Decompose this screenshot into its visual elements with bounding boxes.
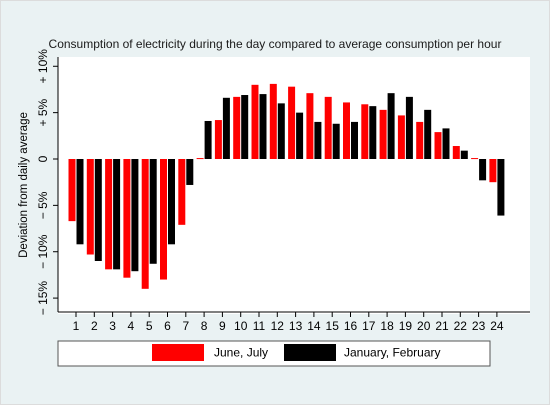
y-axis-label: Deviation from daily average bbox=[18, 112, 30, 258]
bar-january-february-22 bbox=[460, 150, 468, 159]
bar-june-july-8 bbox=[196, 158, 204, 160]
bar-january-february-24 bbox=[497, 159, 505, 216]
x-tick-label: 6 bbox=[164, 319, 171, 333]
x-tick-label: 19 bbox=[399, 319, 413, 333]
x-tick-label: 4 bbox=[128, 319, 135, 333]
x-tick-label: 16 bbox=[344, 319, 358, 333]
bar-june-july-23 bbox=[471, 158, 479, 160]
bar-january-february-21 bbox=[442, 128, 450, 159]
bar-january-february-8 bbox=[204, 120, 212, 159]
x-tick-label: 21 bbox=[435, 319, 449, 333]
bar-january-february-10 bbox=[241, 95, 249, 159]
x-tick-label: 11 bbox=[253, 319, 266, 333]
bar-june-july-16 bbox=[343, 102, 350, 159]
x-tick-label: 18 bbox=[380, 319, 394, 333]
bar-june-july-12 bbox=[269, 83, 277, 159]
bar-june-july-2 bbox=[86, 159, 94, 255]
bar-june-july-10 bbox=[233, 96, 241, 159]
x-axis-ticks: 1 2 3 4 5 6 7 8 9 10 11 12 13 14 15 16 17 18 19 20 21 22 23 24 bbox=[73, 312, 504, 333]
bar-january-february-18 bbox=[387, 93, 395, 159]
x-tick-label: 1 bbox=[73, 319, 80, 333]
bar-january-february-15 bbox=[332, 123, 340, 159]
legend-swatch-january-february bbox=[284, 344, 336, 361]
bar-january-february-7 bbox=[186, 159, 194, 185]
bar-june-july-24 bbox=[489, 159, 497, 183]
bar-june-july-9 bbox=[214, 120, 222, 159]
bar-january-february-12 bbox=[277, 103, 285, 159]
x-tick-label: 2 bbox=[91, 319, 98, 333]
bar-january-february-2 bbox=[94, 159, 102, 261]
bar-june-july-1 bbox=[68, 159, 76, 222]
bar-june-july-7 bbox=[178, 159, 186, 225]
bar-january-february-14 bbox=[314, 121, 322, 159]
chart-title: Consumption of electricity during the da… bbox=[48, 37, 502, 51]
bar-january-february-6 bbox=[168, 159, 175, 245]
bar-june-july-3 bbox=[105, 159, 113, 270]
bar-june-july-13 bbox=[288, 86, 296, 159]
legend-swatch-june-july bbox=[152, 344, 204, 361]
bar-june-july-6 bbox=[160, 159, 167, 280]
bar-january-february-20 bbox=[424, 109, 432, 159]
x-tick-label: 13 bbox=[289, 319, 303, 333]
x-tick-label: 9 bbox=[219, 319, 226, 333]
bar-june-july-19 bbox=[397, 115, 405, 159]
bar-june-july-5 bbox=[141, 159, 149, 289]
y-tick-label: + 5% bbox=[36, 98, 50, 126]
bar-june-july-4 bbox=[123, 159, 131, 278]
bars bbox=[68, 83, 505, 289]
legend bbox=[57, 340, 491, 367]
x-tick-label: 20 bbox=[417, 319, 431, 333]
bar-january-february-13 bbox=[296, 112, 304, 159]
bar-january-february-11 bbox=[259, 94, 267, 159]
x-tick-label: 12 bbox=[271, 319, 285, 333]
y-tick-label: 0 bbox=[36, 155, 50, 162]
bar-june-july-11 bbox=[251, 84, 259, 159]
x-tick-label: 24 bbox=[490, 319, 504, 333]
y-axis-ticks: − 15% − 10% − 5% 0 + 5% + 10% bbox=[36, 49, 58, 316]
bar-january-february-17 bbox=[369, 106, 377, 159]
x-tick-label: 7 bbox=[182, 319, 189, 333]
y-tick-label: − 5% bbox=[36, 191, 50, 219]
legend-label-june-july: June, July bbox=[214, 346, 268, 360]
bar-june-july-14 bbox=[306, 93, 314, 159]
x-tick-label: 10 bbox=[234, 319, 248, 333]
x-tick-label: 8 bbox=[201, 319, 208, 333]
x-tick-label: 3 bbox=[109, 319, 116, 333]
bar-january-february-4 bbox=[131, 159, 139, 272]
x-tick-label: 5 bbox=[146, 319, 153, 333]
y-tick-label: + 10% bbox=[36, 49, 50, 84]
bar-june-july-17 bbox=[361, 104, 369, 159]
bar-january-february-5 bbox=[149, 159, 157, 264]
x-tick-label: 22 bbox=[454, 319, 468, 333]
x-tick-label: 15 bbox=[326, 319, 340, 333]
bar-june-july-21 bbox=[434, 132, 442, 159]
bar-january-february-23 bbox=[479, 159, 487, 181]
bar-june-july-20 bbox=[416, 121, 424, 159]
x-tick-label: 14 bbox=[307, 319, 321, 333]
bar-june-july-15 bbox=[324, 96, 332, 159]
bar-january-february-3 bbox=[113, 159, 121, 270]
y-tick-label: − 15% bbox=[36, 281, 50, 316]
bar-june-july-18 bbox=[379, 109, 387, 159]
bar-june-july-22 bbox=[452, 146, 460, 159]
bar-january-february-1 bbox=[76, 159, 84, 245]
bar-january-february-19 bbox=[405, 96, 413, 159]
bar-january-february-9 bbox=[222, 97, 230, 159]
legend-label-january-february: January, February bbox=[344, 346, 441, 360]
x-tick-label: 17 bbox=[362, 319, 376, 333]
bar-january-february-16 bbox=[351, 121, 358, 159]
x-tick-label: 23 bbox=[472, 319, 486, 333]
y-tick-label: − 10% bbox=[36, 234, 50, 269]
